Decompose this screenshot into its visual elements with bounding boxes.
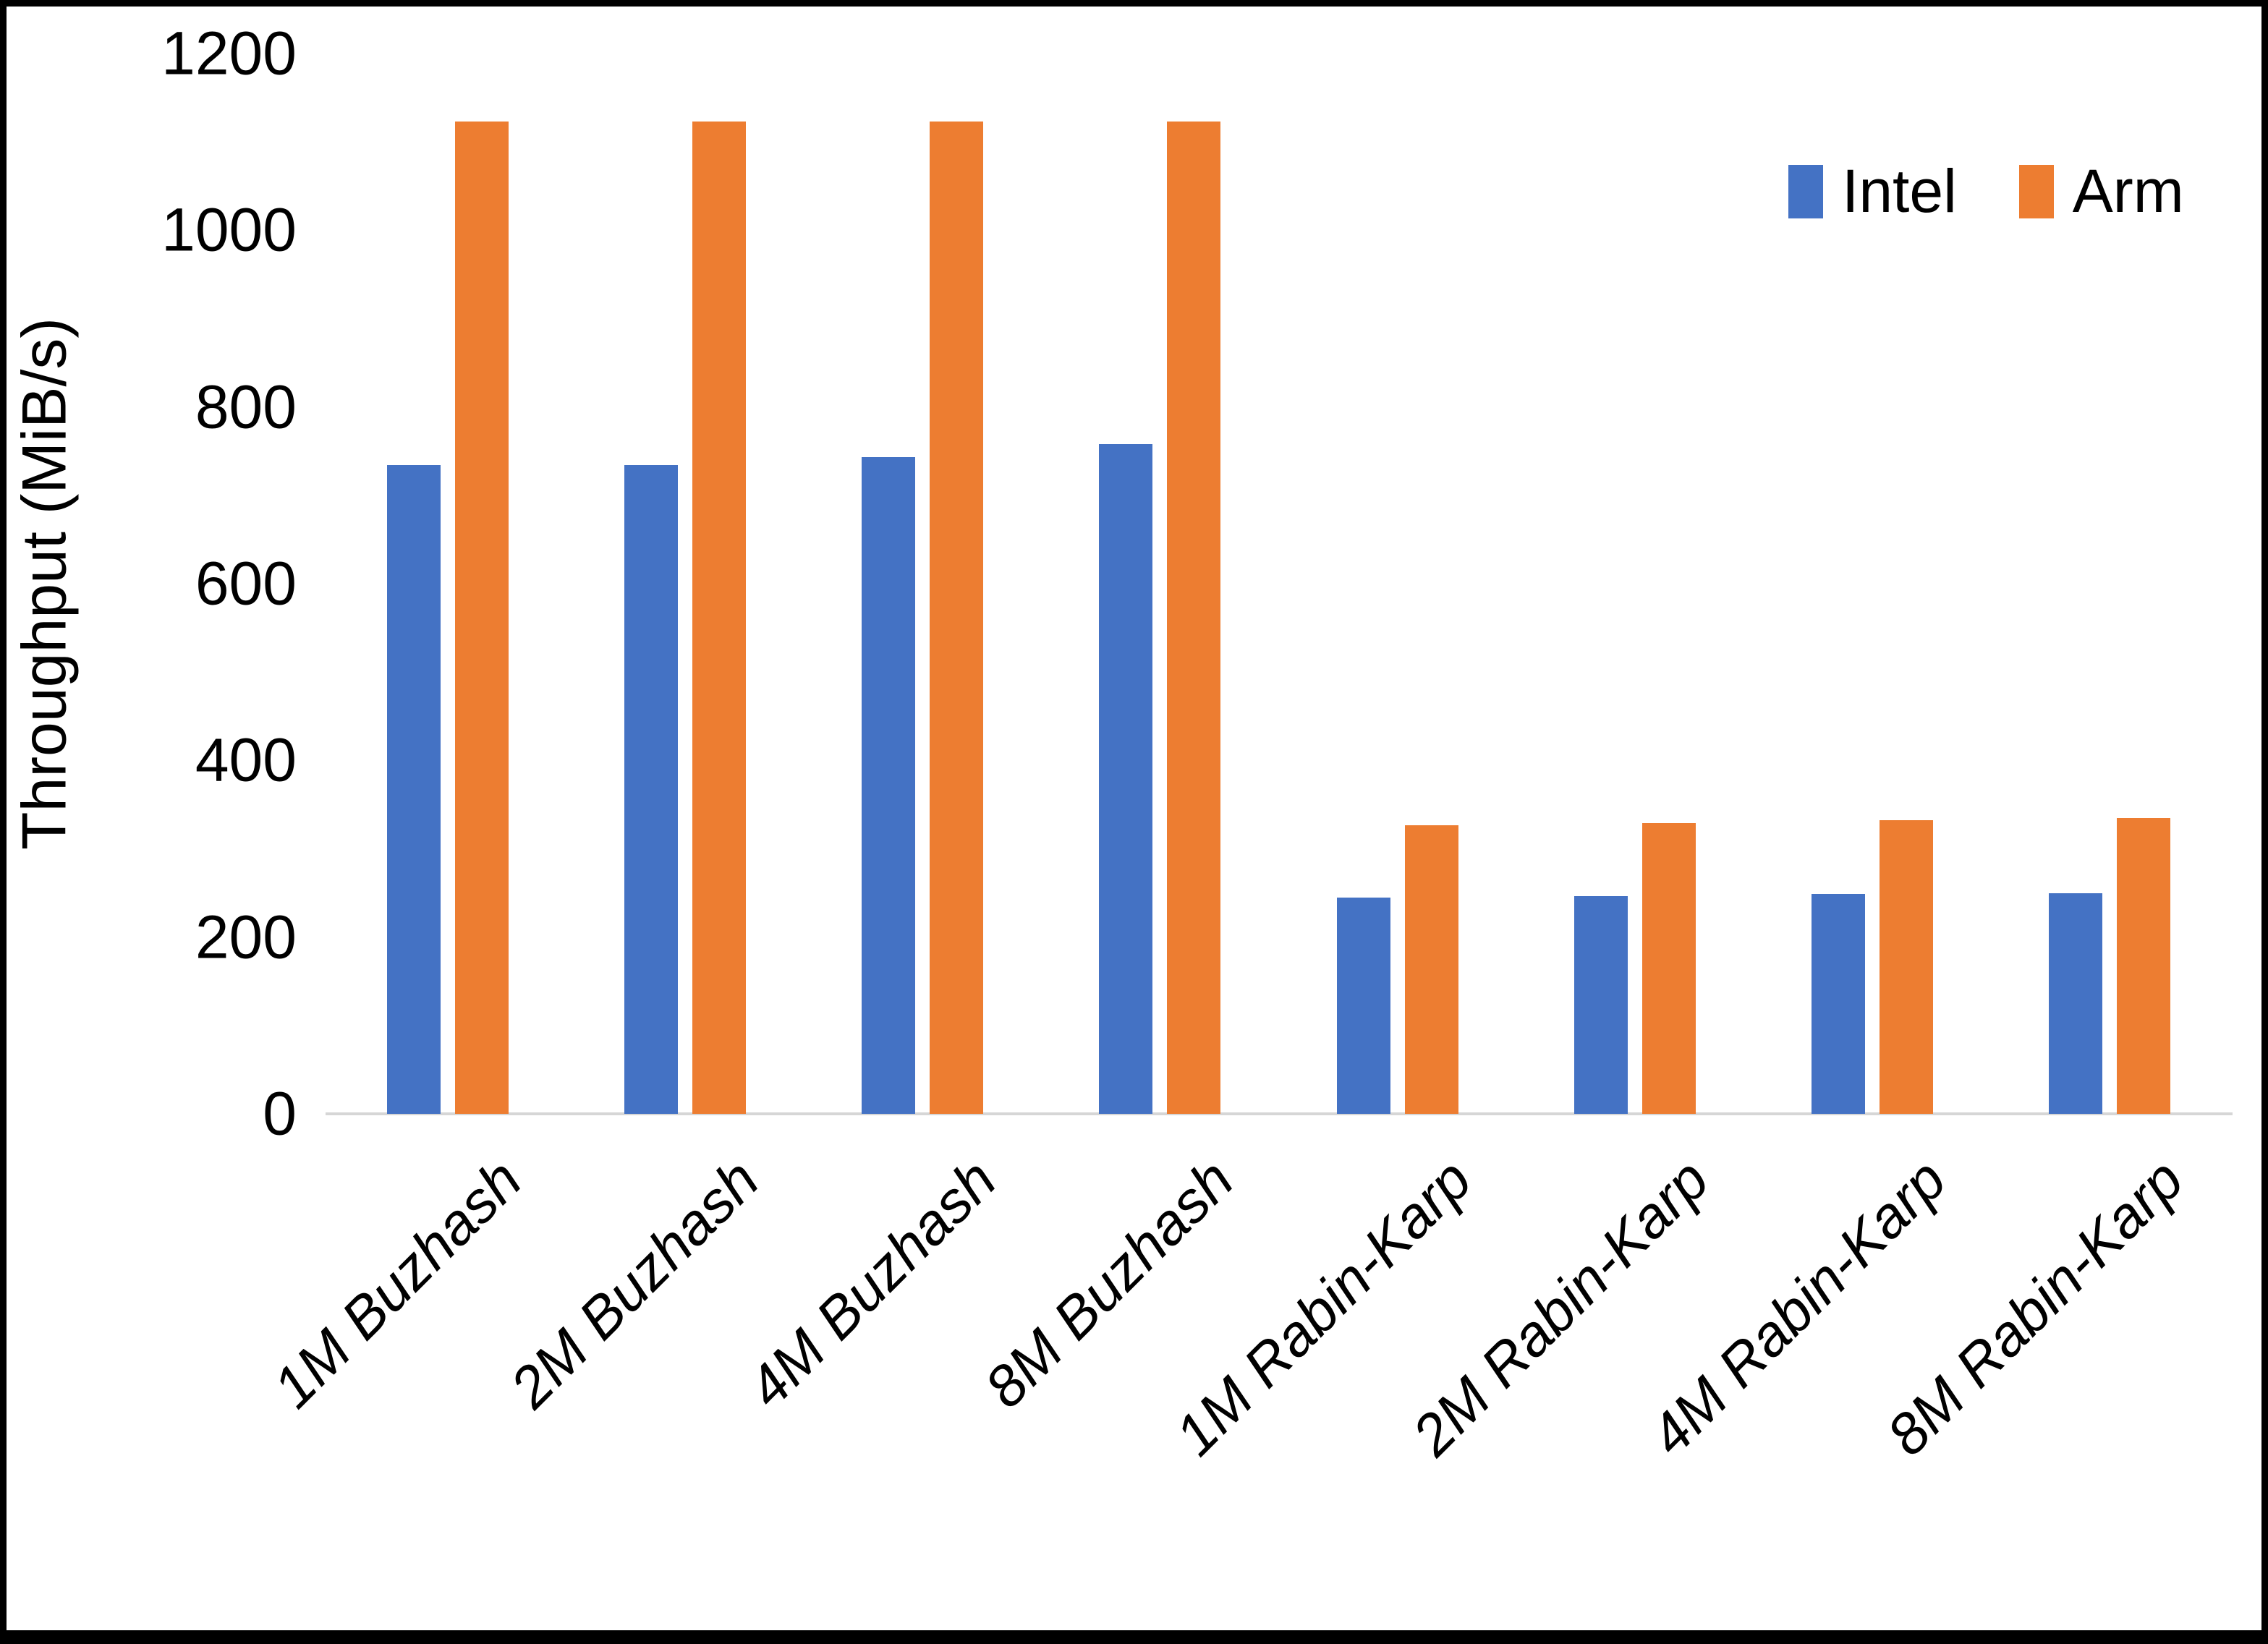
legend-item-intel: Intel (1788, 156, 1957, 226)
frame-border-bottom (0, 1630, 2268, 1644)
legend-label: Intel (1842, 157, 1957, 225)
bar-arm-1m-rabin-karp (1404, 825, 1458, 1114)
legend-swatch-arm (2018, 164, 2054, 218)
bar-intel-8m-buzhash (1099, 443, 1153, 1114)
x-axis-line (326, 1112, 2233, 1115)
y-tick-label: 1000 (161, 195, 297, 264)
frame-border-right (2261, 0, 2268, 1644)
x-category-label: 4M Buzhash (735, 1146, 1008, 1421)
y-tick-label: 800 (195, 372, 297, 441)
frame-border-left (0, 0, 7, 1644)
legend: Intel Arm (1788, 156, 2184, 226)
y-tick-label: 600 (195, 549, 297, 618)
bar-intel-2m-buzhash (624, 465, 679, 1114)
legend-item-arm: Arm (2018, 156, 2184, 226)
legend-label: Arm (2072, 157, 2184, 225)
bar-arm-4m-buzhash (930, 122, 984, 1114)
bar-intel-4m-rabin-karp (1811, 893, 1865, 1114)
bar-arm-8m-buzhash (1167, 122, 1221, 1114)
x-category-label: 2M Buzhash (498, 1146, 771, 1421)
x-category-label: 1M Buzhash (260, 1146, 534, 1421)
bar-arm-2m-rabin-karp (1641, 823, 1696, 1114)
bar-intel-2m-rabin-karp (1573, 896, 1628, 1114)
y-tick-label: 200 (195, 903, 297, 971)
bar-intel-4m-buzhash (862, 457, 916, 1114)
bar-intel-1m-buzhash (387, 465, 441, 1114)
legend-swatch-intel (1788, 164, 1823, 218)
bar-arm-2m-buzhash (692, 122, 747, 1114)
y-tick-label: 1200 (161, 19, 297, 88)
bar-arm-1m-buzhash (455, 122, 509, 1114)
frame-border-top (0, 0, 2268, 7)
bar-intel-8m-rabin-karp (2048, 893, 2102, 1114)
bar-arm-8m-rabin-karp (2116, 817, 2170, 1114)
bar-intel-1m-rabin-karp (1336, 897, 1390, 1114)
y-tick-label: 400 (195, 725, 297, 794)
bar-arm-4m-rabin-karp (1879, 820, 1933, 1114)
y-tick-label: 0 (263, 1079, 297, 1148)
